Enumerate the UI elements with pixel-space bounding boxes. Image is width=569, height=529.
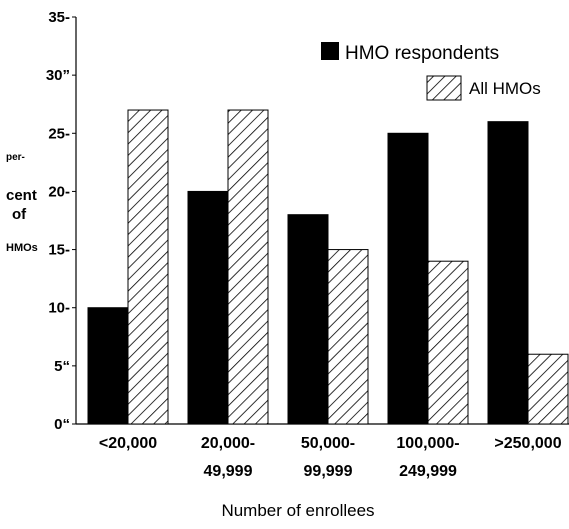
- x-tick-label: 249,999: [399, 463, 457, 480]
- bar-hmo-respondents-3: [387, 132, 429, 425]
- bar-all-hmos-3: [427, 260, 469, 425]
- x-tick-label: 99,999: [304, 463, 353, 480]
- legend: HMO respondents All HMOs: [321, 42, 541, 101]
- bar-hmo-respondents-4: [487, 121, 529, 425]
- bar-all-hmos-1: [227, 109, 269, 425]
- y-axis-label-line: cent: [6, 187, 37, 204]
- x-tick-label: 100,000-: [396, 435, 459, 452]
- y-tick-label: 35-: [48, 9, 70, 26]
- bar-all-hmos-2: [327, 249, 369, 425]
- y-axis-label-line: HMOs: [6, 242, 38, 254]
- y-tick-label: 0“: [54, 416, 70, 433]
- x-tick-label: >250,000: [494, 435, 561, 452]
- legend-label-hmo-respondents: HMO respondents: [345, 43, 499, 64]
- x-tick-label: <20,000: [99, 435, 157, 452]
- x-tick-labels: <20,000 20,000- 49,999 50,000- 99,999 100,000…: [99, 435, 562, 480]
- x-tick-label: 20,000-: [201, 435, 255, 452]
- y-tick-label: 20-: [48, 183, 70, 200]
- y-axis-label-line: per-: [6, 152, 25, 163]
- legend-swatch-hmo-respondents: [321, 42, 339, 60]
- x-axis-label: Number of enrollees: [221, 501, 374, 520]
- y-axis-label-line: of: [12, 206, 27, 223]
- y-axis-label: per-cent of HMOs: [6, 152, 38, 254]
- y-tick-label: 15-: [48, 242, 70, 259]
- bar-hmo-respondents-1: [187, 190, 229, 425]
- y-tick-label: 30”: [46, 67, 70, 84]
- bar-all-hmos-4: [527, 353, 569, 425]
- bar-all-hmos-0: [127, 109, 169, 425]
- bar-hmo-respondents-2: [287, 214, 329, 425]
- y-tick-label: 5“: [54, 358, 70, 375]
- legend-swatch-all-hmos: [426, 75, 462, 101]
- y-tick-label: 10-: [48, 300, 70, 317]
- bars: [87, 109, 569, 425]
- x-tick-label: 50,000-: [301, 435, 355, 452]
- bar-hmo-respondents-0: [87, 307, 129, 425]
- legend-label-all-hmos: All HMOs: [469, 79, 541, 98]
- y-tick-label: 25-: [48, 125, 70, 142]
- y-tick-labels: 0“ 5“ 10- 15- 20- 25- 30” 35-: [46, 9, 76, 433]
- x-tick-label: 49,999: [204, 463, 253, 480]
